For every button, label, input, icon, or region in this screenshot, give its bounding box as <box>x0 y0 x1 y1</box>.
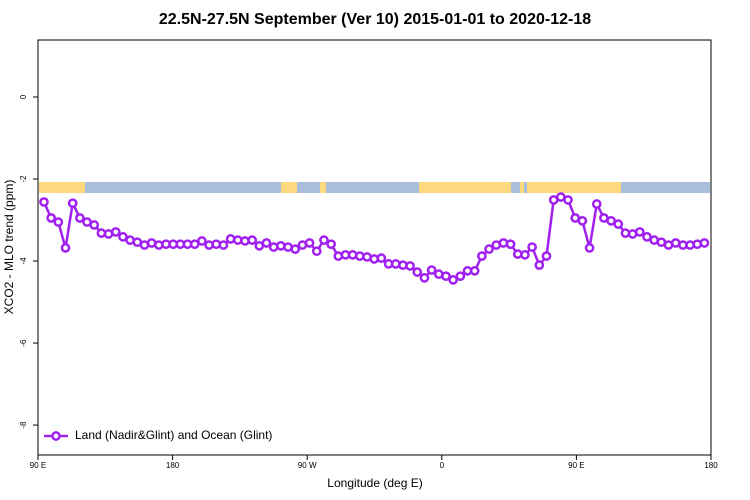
data-point <box>376 253 387 264</box>
y-tick-label: -2 <box>19 175 28 183</box>
data-point <box>89 220 100 230</box>
data-point <box>441 271 451 282</box>
y-tick-label: -8 <box>19 421 28 429</box>
data-point <box>118 231 128 242</box>
data-point <box>699 238 710 248</box>
x-tick-label: 90 W <box>298 461 317 470</box>
data-point <box>39 197 49 207</box>
plot-frame <box>37 39 712 456</box>
data-point <box>591 199 602 209</box>
data-point <box>484 244 494 254</box>
data-point <box>247 235 258 245</box>
data-point <box>426 265 437 275</box>
data-point <box>584 243 595 253</box>
data-point <box>53 217 64 227</box>
series-line <box>42 195 705 282</box>
data-point <box>534 260 545 270</box>
x-tick-label: 90 E <box>30 461 46 470</box>
y-tick-label: -6 <box>19 339 28 347</box>
data-point <box>110 227 121 237</box>
data-point <box>577 215 588 226</box>
data-point <box>218 240 229 250</box>
data-point <box>60 243 71 253</box>
data-point <box>67 198 78 209</box>
data-point <box>261 238 272 248</box>
x-tick-label: 180 <box>166 461 180 470</box>
data-point <box>634 227 645 237</box>
legend-label: Land (Nadir&Glint) and Ocean (Glint) <box>75 428 272 442</box>
data-point <box>477 251 487 261</box>
data-point <box>326 239 336 250</box>
data-point <box>448 275 459 285</box>
data-point <box>319 235 329 245</box>
data-point <box>311 246 322 257</box>
y-axis-label: XCO2 - MLO trend (ppm) <box>2 180 16 315</box>
data-point <box>197 236 207 246</box>
data-point <box>419 272 430 283</box>
y-tick-label: 0 <box>19 94 28 99</box>
data-point <box>455 271 466 282</box>
data-point <box>469 266 480 276</box>
data-point <box>505 239 516 250</box>
x-tick-label: 90 E <box>568 461 584 470</box>
x-tick-label: 0 <box>440 461 445 470</box>
legend-marker <box>51 431 61 441</box>
data-point <box>613 219 624 229</box>
data-point <box>541 251 552 261</box>
y-tick-label: -4 <box>19 257 28 265</box>
data-point <box>412 267 423 277</box>
data-point <box>290 244 301 254</box>
x-tick-label: 180 <box>704 461 718 470</box>
data-point <box>75 213 85 223</box>
x-axis-label: Longitude (deg E) <box>327 476 422 490</box>
data-point <box>189 239 200 250</box>
chart-title: 22.5N-27.5N September (Ver 10) 2015-01-0… <box>159 11 591 28</box>
data-point <box>527 242 537 252</box>
data-point <box>642 231 652 242</box>
data-point <box>606 215 616 226</box>
data-point <box>46 213 57 223</box>
land-ocean-strip <box>39 182 710 193</box>
data-point <box>304 238 315 248</box>
data-point <box>563 195 573 205</box>
data-point <box>405 261 415 271</box>
data-point <box>520 250 530 260</box>
